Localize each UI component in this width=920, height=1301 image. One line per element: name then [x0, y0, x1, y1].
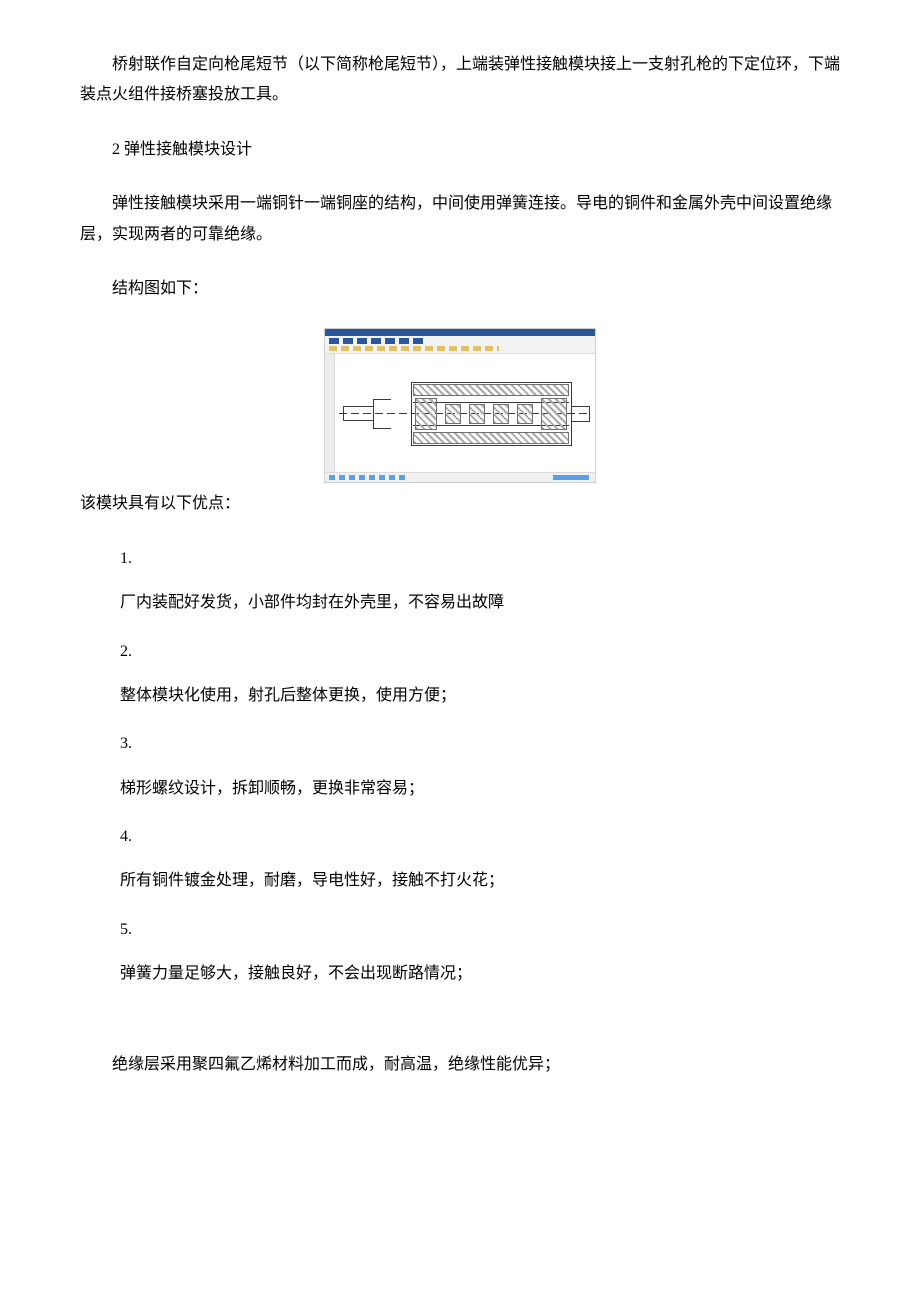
- list-number-1: 1.: [120, 544, 840, 574]
- list-number-2: 2.: [120, 637, 840, 667]
- cad-drawing-canvas: [335, 354, 595, 472]
- figure-container: [80, 328, 840, 483]
- list-item-4: 所有铜件镀金处理，耐磨，导电性好，接触不打火花；: [120, 866, 840, 896]
- cad-side-panel: [325, 354, 335, 472]
- paragraph-insulation: 绝缘层采用聚四氟乙烯材料加工而成，耐高温，绝缘性能优异；: [80, 1050, 840, 1080]
- list-number-3: 3.: [120, 729, 840, 759]
- paragraph-structure-caption: 结构图如下：: [80, 274, 840, 304]
- list-item-3: 梯形螺纹设计，拆卸顺畅，更换非常容易；: [120, 774, 840, 804]
- cad-taskbar: [325, 472, 595, 482]
- list-item-1: 厂内装配好发货，小部件均封在外壳里，不容易出故障: [120, 588, 840, 618]
- list-number-5: 5.: [120, 915, 840, 945]
- advantages-list: 1. 厂内装配好发货，小部件均封在外壳里，不容易出故障 2. 整体模块化使用，射…: [120, 544, 840, 990]
- paragraph-module-desc: 弹性接触模块采用一端铜针一端铜座的结构，中间使用弹簧连接。导电的铜件和金属外壳中…: [80, 189, 840, 250]
- list-item-2: 整体模块化使用，射孔后整体更换，使用方便；: [120, 681, 840, 711]
- cad-screenshot: [324, 328, 596, 483]
- advantages-lead: 该模块具有以下优点：: [80, 489, 840, 519]
- list-number-4: 4.: [120, 822, 840, 852]
- paragraph-intro: 桥射联作自定向枪尾短节（以下简称枪尾短节），上端装弹性接触模块接上一支射孔枪的下…: [80, 50, 840, 111]
- cad-ribbon: [325, 336, 595, 354]
- cad-titlebar: [325, 329, 595, 336]
- list-item-5: 弹簧力量足够大，接触良好，不会出现断路情况；: [120, 959, 840, 989]
- section-2-title: 2 弹性接触模块设计: [80, 135, 840, 165]
